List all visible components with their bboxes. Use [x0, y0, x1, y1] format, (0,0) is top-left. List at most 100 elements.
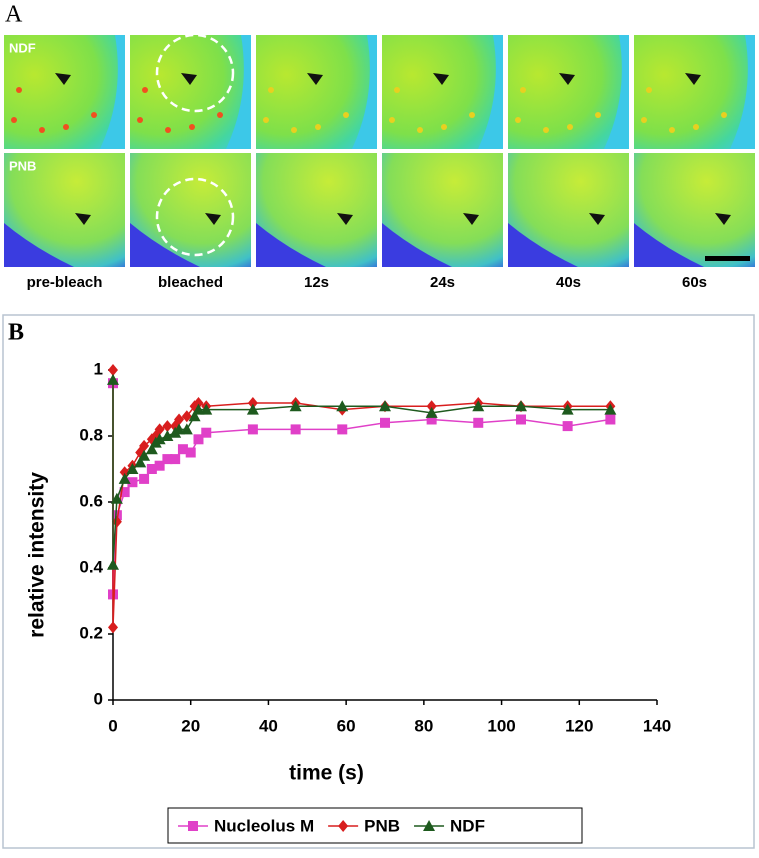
marker	[170, 454, 181, 465]
marker	[119, 487, 130, 498]
marker	[337, 424, 348, 435]
marker	[336, 400, 349, 412]
column-label: 24s	[430, 274, 455, 291]
arrowhead	[337, 213, 353, 225]
arrowhead	[307, 73, 323, 85]
spot	[263, 117, 269, 123]
spot	[669, 127, 675, 133]
spot	[189, 124, 195, 130]
micrograph	[382, 153, 503, 267]
micrograph	[256, 153, 377, 267]
marker	[107, 373, 119, 385]
marker	[380, 417, 390, 428]
spot	[469, 112, 475, 118]
background	[100, 35, 125, 149]
y-tick-label: 0.8	[79, 425, 103, 444]
x-tick-label: 60	[337, 716, 356, 735]
legend-label: Nucleolus M	[214, 816, 314, 835]
micrograph	[634, 153, 755, 267]
marker	[247, 397, 258, 409]
x-tick-label: 140	[643, 716, 671, 735]
marker	[605, 414, 616, 425]
bleach-region	[155, 177, 235, 257]
spot	[16, 87, 22, 93]
marker	[423, 820, 436, 831]
y-tick-label: 0	[94, 689, 103, 708]
background	[226, 35, 251, 149]
background	[4, 223, 74, 267]
marker	[174, 413, 185, 426]
marker	[146, 464, 157, 474]
spot	[417, 127, 423, 133]
micrograph	[634, 35, 755, 149]
marker	[185, 447, 196, 458]
legend-label: NDF	[450, 816, 485, 835]
marker	[426, 400, 437, 413]
legend-label: PNB	[364, 816, 400, 835]
background	[604, 35, 629, 149]
chart-frame	[2, 314, 755, 849]
marker	[192, 403, 205, 415]
marker	[188, 821, 198, 831]
micrograph	[256, 35, 377, 149]
marker	[290, 424, 301, 435]
spot	[268, 87, 274, 93]
bleach-region	[155, 33, 235, 113]
x-tick-label: 100	[487, 716, 515, 735]
marker	[111, 515, 122, 528]
marker	[515, 400, 527, 412]
spot	[641, 117, 647, 123]
marker	[561, 403, 574, 415]
arrowhead	[589, 213, 605, 225]
marker	[562, 421, 573, 432]
y-tick-label: 0.4	[79, 557, 103, 576]
background	[634, 223, 704, 267]
marker	[604, 403, 617, 415]
x-tick-label: 20	[181, 716, 200, 735]
legend-box	[167, 807, 583, 844]
marker	[161, 430, 174, 441]
spot	[515, 117, 521, 123]
micrograph	[4, 153, 125, 267]
y-axis-label: relative intensity	[26, 472, 49, 638]
background	[478, 35, 503, 149]
spot	[217, 112, 223, 118]
marker	[181, 410, 192, 423]
marker	[119, 466, 130, 479]
spot	[91, 112, 97, 118]
marker	[473, 417, 484, 428]
x-tick-label: 120	[565, 716, 593, 735]
x-tick-label: 40	[259, 716, 278, 735]
cell-image	[508, 35, 629, 149]
y-tick-label: 1	[94, 359, 103, 378]
micrograph	[382, 35, 503, 149]
marker	[108, 621, 118, 634]
marker	[289, 400, 302, 412]
arrowhead	[205, 213, 221, 225]
cell-image	[4, 35, 125, 149]
cell-image	[256, 35, 377, 149]
background	[508, 223, 578, 267]
marker	[425, 406, 438, 418]
micrograph	[508, 35, 629, 149]
background	[382, 223, 452, 267]
spot	[520, 87, 526, 93]
series-line	[112, 370, 611, 628]
panel-a: NDF PNB pre-bleach bleached 12s 24s 40s 60s	[4, 33, 755, 291]
arrowhead	[433, 73, 449, 85]
spot	[39, 127, 45, 133]
marker	[134, 456, 147, 468]
arrowhead	[75, 213, 91, 225]
spot	[394, 87, 400, 93]
marker	[111, 510, 122, 521]
chart: 0 0.2 0.4 0.6 0.8 1 0 20 40 60 80 100 120 140 time (s)…	[26, 359, 671, 844]
cell-image	[634, 35, 755, 149]
arrowhead	[55, 73, 71, 85]
marker	[154, 423, 165, 436]
arrowhead	[715, 213, 731, 225]
marker	[379, 400, 391, 412]
marker	[188, 410, 201, 422]
spot	[291, 127, 297, 133]
marker	[162, 454, 173, 465]
